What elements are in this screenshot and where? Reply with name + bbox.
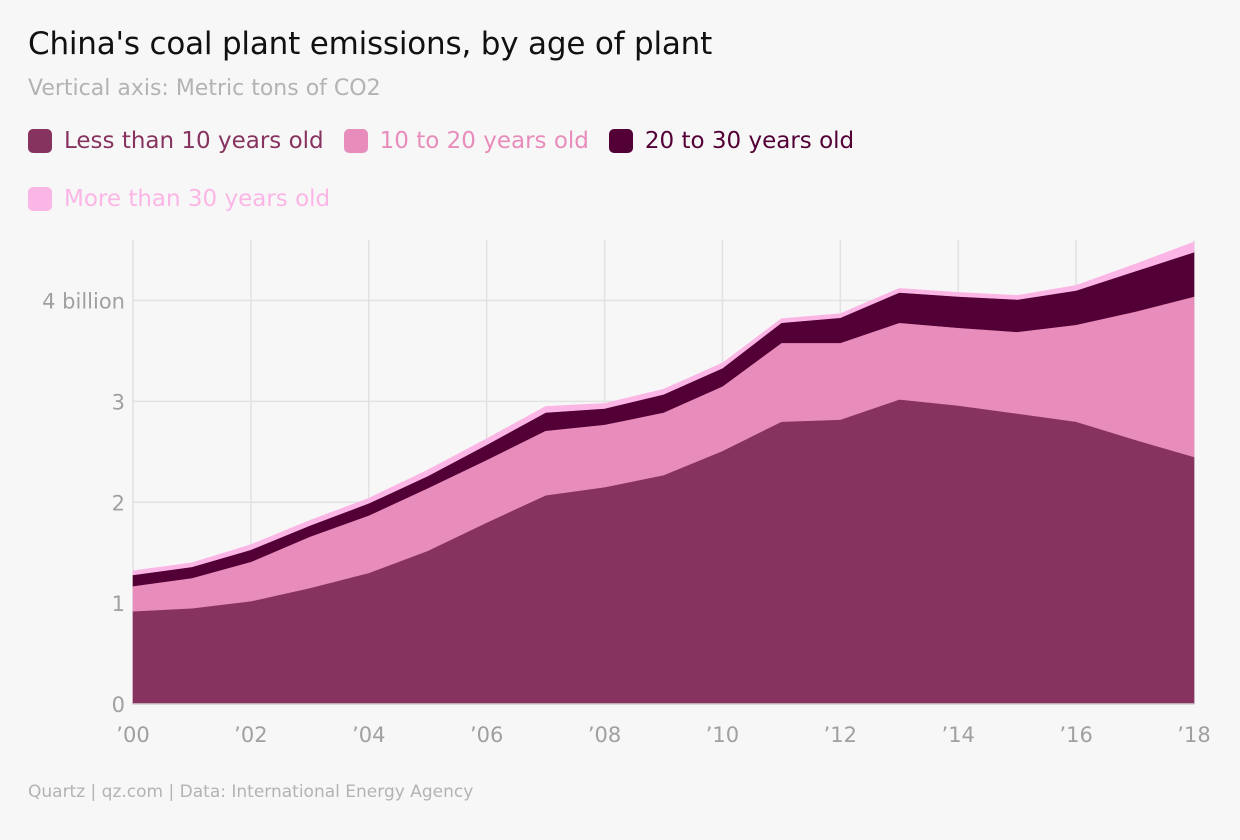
legend-item-10-to-20: 10 to 20 years old <box>343 126 589 156</box>
legend-item-less-than-10: Less than 10 years old <box>28 126 324 156</box>
x-tick-label: ’12 <box>824 723 857 747</box>
y-tick-label: 2 <box>112 491 125 515</box>
legend-swatch <box>608 129 633 153</box>
y-tick-label: 0 <box>112 693 125 717</box>
area-series-3 <box>132 241 1195 576</box>
y-tick-label: 1 <box>112 592 125 616</box>
axes: 0 1 2 3 4 billion ’00 ’02 ’04 ’06 ’08 ’10 ’12 ’14 ’16… <box>42 290 1211 747</box>
legend-label: Less than 10 years old <box>64 128 324 154</box>
x-tick-label: ’18 <box>1177 723 1210 747</box>
x-tick-label: ’04 <box>352 723 385 747</box>
x-tick-label: ’16 <box>1059 723 1092 747</box>
x-tick-label: ’02 <box>234 723 267 747</box>
legend-label: More than 30 years old <box>64 186 331 212</box>
legend-label: 20 to 30 years old <box>644 128 855 154</box>
legend-swatch <box>28 187 52 211</box>
x-tick-label: ’14 <box>942 723 975 747</box>
x-tick-label: ’10 <box>706 723 739 747</box>
legend-swatch <box>343 129 368 153</box>
x-tick-label: ’06 <box>470 723 503 747</box>
chart-subtitle: Vertical axis: Metric tons of CO2 <box>28 76 381 101</box>
y-tick-label: 4 billion <box>42 290 125 314</box>
x-tick-label: ’08 <box>588 723 621 747</box>
area-series <box>132 241 1195 705</box>
chart-legend: Less than 10 years old 10 to 20 years ol… <box>28 126 1208 214</box>
source-footer: Quartz | qz.com | Data: International En… <box>28 782 474 802</box>
legend-item-more-than-30: More than 30 years old <box>28 184 330 214</box>
legend-swatch <box>28 129 52 153</box>
legend-label: 10 to 20 years old <box>379 128 589 154</box>
y-tick-label: 3 <box>112 390 125 414</box>
x-tick-label: ’00 <box>116 723 149 747</box>
legend-item-20-to-30: 20 to 30 years old <box>608 126 855 156</box>
chart-title: China's coal plant emissions, by age of … <box>28 26 713 62</box>
